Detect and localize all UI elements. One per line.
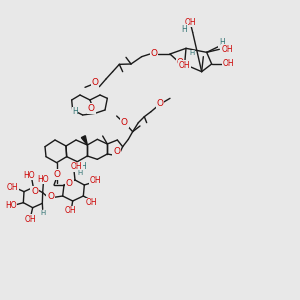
Text: HO: HO [5,202,17,211]
Text: O: O [151,50,158,58]
Text: H: H [219,38,224,47]
Text: OH: OH [185,18,197,27]
Text: O: O [66,179,73,188]
Text: H: H [72,107,78,116]
Text: H: H [41,210,46,216]
Text: O: O [176,58,184,67]
Text: OH: OH [89,176,101,185]
Text: O: O [53,170,60,179]
Text: H: H [77,170,83,176]
Text: OH: OH [71,162,82,171]
Text: OH: OH [223,59,234,68]
Text: OH: OH [221,45,233,54]
Text: O: O [157,100,164,109]
Polygon shape [81,136,87,145]
Text: O: O [113,147,120,156]
Text: HO: HO [23,170,35,179]
Text: O: O [47,192,54,201]
Text: OH: OH [65,206,76,215]
Text: O: O [88,104,95,113]
Text: H: H [189,50,194,56]
Text: OH: OH [178,61,190,70]
Text: O: O [31,187,38,196]
Text: OH: OH [86,198,98,207]
Text: H: H [182,25,187,34]
Text: OH: OH [24,215,36,224]
Text: OH: OH [7,183,19,192]
Text: HO: HO [37,175,49,184]
Text: O: O [121,118,128,127]
Text: O: O [92,78,98,87]
Polygon shape [77,162,82,169]
Text: H: H [80,162,86,171]
